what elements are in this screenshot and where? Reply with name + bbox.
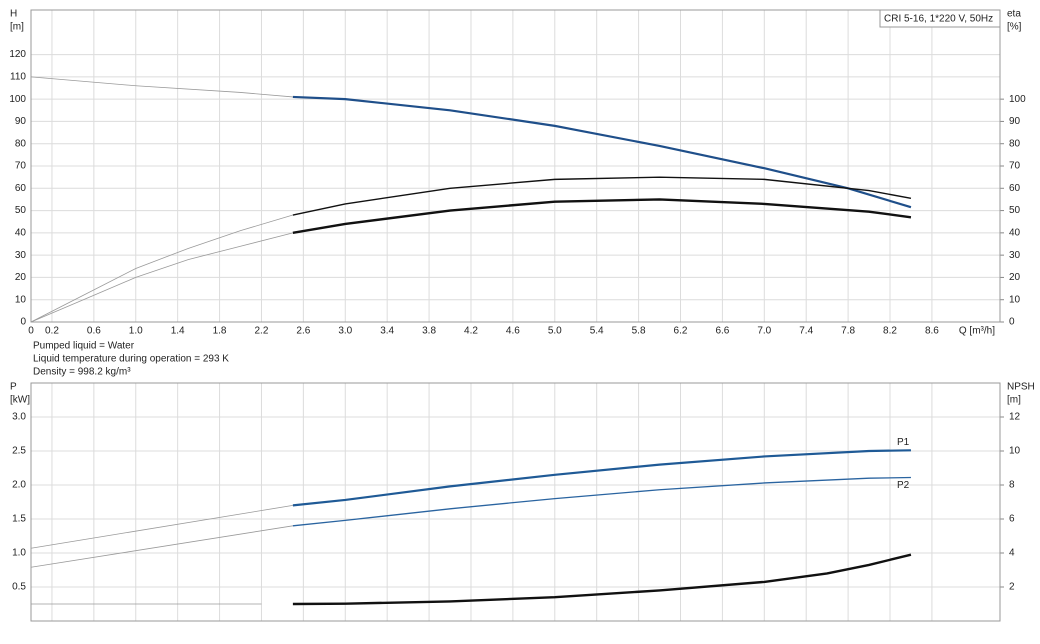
curve — [292, 476, 911, 527]
curve — [292, 449, 911, 507]
plot-frame — [30, 382, 1001, 622]
y2-tick-label: 100 — [1009, 94, 1026, 105]
y2-tick-label: 20 — [1009, 272, 1021, 283]
y2-axis-label: [m] — [1007, 395, 1021, 406]
note: Liquid temperature during operation = 29… — [33, 354, 229, 365]
y-tick-label: 110 — [10, 71, 26, 82]
x-tick-label: 7.8 — [841, 326, 855, 337]
x-tick-label: 0.2 — [45, 326, 59, 337]
y2-axis-label: [%] — [1007, 22, 1022, 33]
x-tick-label: 6.2 — [674, 326, 688, 337]
x-tick-label: 3.0 — [338, 326, 352, 337]
curve — [292, 176, 912, 216]
x-tick-label: 3.4 — [380, 326, 394, 337]
line-label: P2 — [897, 480, 910, 491]
x-tick-label: 8.2 — [883, 326, 897, 337]
y2-tick-label: 80 — [1009, 138, 1021, 149]
x-tick-label: 1.4 — [171, 326, 185, 337]
x-tick-label: 7.4 — [799, 326, 813, 337]
y2-tick-label: 60 — [1009, 183, 1021, 194]
y-tick-label: 0.5 — [12, 582, 26, 593]
y2-axis-label: eta — [1007, 9, 1021, 20]
x-tick-label: 2.2 — [255, 326, 269, 337]
x-tick-label: 4.2 — [464, 326, 478, 337]
curve — [30, 505, 293, 549]
y-axis-label: P — [10, 382, 17, 393]
y2-tick-label: 6 — [1009, 514, 1015, 525]
y-tick-label: 30 — [15, 250, 27, 261]
note: Pumped liquid = Water — [33, 341, 135, 352]
x-tick-label: 3.8 — [422, 326, 436, 337]
y-axis-label: [kW] — [10, 395, 30, 406]
y2-tick-label: 2 — [1009, 582, 1015, 593]
line-label: P1 — [897, 437, 910, 448]
x-tick-label: 1.8 — [213, 326, 227, 337]
y-tick-label: 10 — [15, 294, 27, 305]
y-tick-label: 0 — [20, 317, 26, 328]
y-axis-label: [m] — [10, 22, 24, 33]
x-tick-label: 0 — [28, 326, 34, 337]
x-tick-label: 5.4 — [590, 326, 604, 337]
y-tick-label: 1.5 — [12, 514, 26, 525]
y2-tick-label: 70 — [1009, 161, 1021, 172]
y2-tick-label: 50 — [1009, 205, 1021, 216]
x-tick-label: 4.6 — [506, 326, 520, 337]
y-tick-label: 20 — [15, 272, 27, 283]
note: Density = 998.2 kg/m³ — [33, 367, 131, 378]
curve — [30, 525, 293, 568]
curve — [292, 553, 912, 606]
y2-tick-label: 10 — [1009, 294, 1021, 305]
y2-tick-label: 8 — [1009, 480, 1015, 491]
curve — [30, 214, 294, 323]
y-tick-label: 60 — [15, 183, 27, 194]
x-tick-label: 5.8 — [632, 326, 646, 337]
y-tick-label: 50 — [15, 205, 27, 216]
y-tick-label: 2.0 — [12, 480, 26, 491]
curve — [30, 76, 293, 98]
y2-tick-label: 12 — [1009, 412, 1021, 423]
y-tick-label: 3.0 — [12, 412, 26, 423]
y2-tick-label: 10 — [1009, 446, 1021, 457]
y2-axis-label: NPSH — [1007, 382, 1035, 393]
y-tick-label: 40 — [15, 227, 27, 238]
y-tick-label: 100 — [9, 94, 26, 105]
x-tick-label: 7.0 — [757, 326, 771, 337]
y-tick-label: 2.5 — [12, 446, 26, 457]
y2-tick-label: 30 — [1009, 250, 1021, 261]
x-tick-label: 0.6 — [87, 326, 101, 337]
curve — [292, 95, 912, 209]
y-tick-label: 70 — [15, 161, 27, 172]
y2-tick-label: 40 — [1009, 227, 1021, 238]
x-tick-label: 5.0 — [548, 326, 562, 337]
y2-tick-label: 4 — [1009, 548, 1015, 559]
y-tick-label: 80 — [15, 138, 27, 149]
annotation-box — [879, 9, 1001, 28]
x-tick-label: 6.6 — [715, 326, 729, 337]
y-tick-label: 90 — [15, 116, 27, 127]
y2-tick-label: 0 — [1009, 317, 1015, 328]
annotation: CRI 5-16, 1*220 V, 50Hz — [884, 14, 993, 25]
x-tick-label: 8.6 — [925, 326, 939, 337]
y2-tick-label: 90 — [1009, 116, 1021, 127]
curve — [292, 198, 912, 235]
y-tick-label: 120 — [9, 49, 26, 60]
y-axis-label: H — [10, 9, 17, 20]
x-axis-label: Q [m³/h] — [959, 326, 995, 337]
plot-frame — [30, 9, 1001, 323]
curve — [30, 232, 293, 323]
x-tick-label: 2.6 — [296, 326, 310, 337]
y-tick-label: 1.0 — [12, 548, 26, 559]
x-tick-label: 1.0 — [129, 326, 143, 337]
